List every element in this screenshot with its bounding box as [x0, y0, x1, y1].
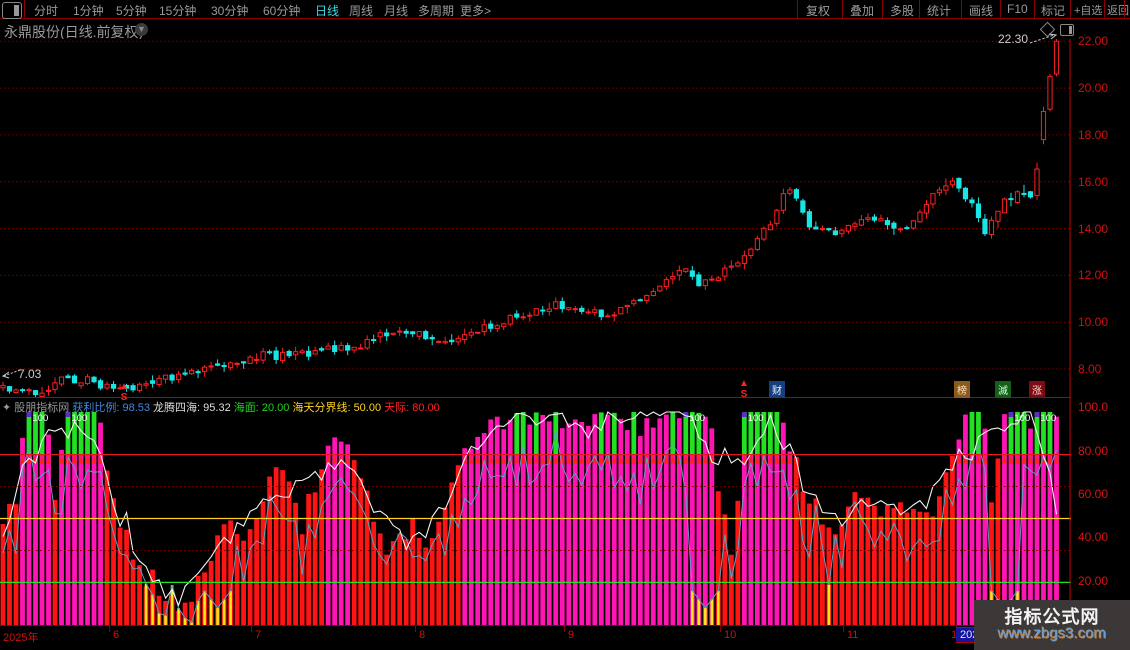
svg-text:100: 100 — [748, 413, 764, 424]
svg-text:100: 100 — [1040, 413, 1056, 424]
svg-text:100: 100 — [689, 413, 705, 424]
svg-text:100: 100 — [32, 413, 48, 424]
